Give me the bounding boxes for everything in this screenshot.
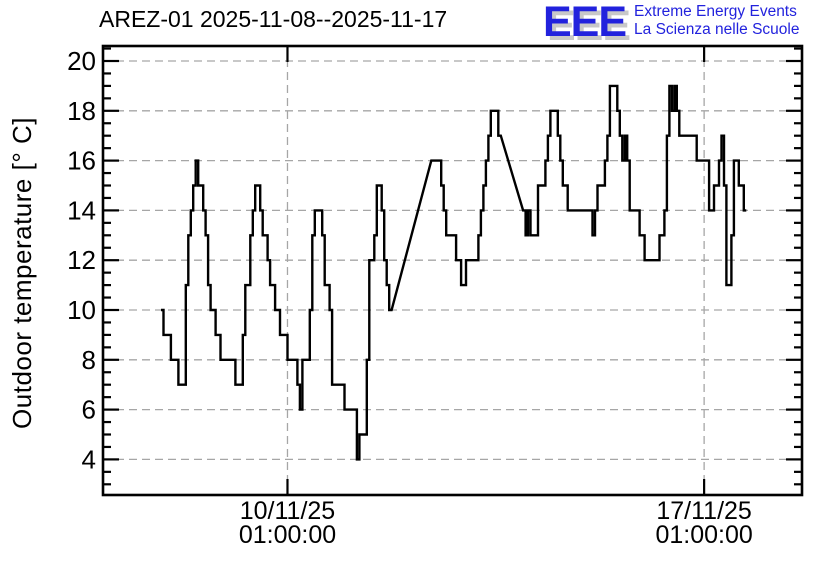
logo-tagline-1: Extreme Energy Events (634, 3, 797, 20)
y-tick-labels: 4 6 8 10 12 14 16 18 20 (67, 46, 96, 474)
plot-title: AREZ-01 2025-11-08--2025-11-17 (99, 6, 448, 32)
gridlines (103, 46, 802, 495)
eee-logo-taglines: Extreme Energy Events La Scienza nelle S… (634, 3, 799, 38)
y-tick-label: 6 (82, 395, 96, 425)
x-tick-label: 17/11/25 (656, 497, 751, 525)
y-tick-label: 12 (67, 245, 96, 275)
logo-tagline-2: La Scienza nelle Scuole (634, 20, 800, 38)
plot-frame (101, 44, 804, 497)
x-tick-label: 10/11/25 (240, 497, 335, 525)
temperature-series-line (161, 84, 747, 461)
y-tick-label: 14 (67, 195, 96, 225)
y-tick-label: 10 (67, 295, 96, 325)
x-tick-label: 01:00:00 (655, 521, 752, 549)
y-axis-title: Outdoor temperature [° C] (7, 117, 37, 429)
y-tick-label: 18 (67, 96, 96, 126)
axis-ticks (103, 46, 802, 495)
y-tick-label: 16 (67, 146, 96, 176)
y-tick-label: 4 (82, 444, 96, 474)
y-tick-label: 8 (82, 345, 96, 375)
y-tick-label: 20 (67, 46, 96, 76)
eee-logo: EEE Extreme Energy Events La Scienza nel… (543, 0, 800, 46)
eee-logo-text: EEE (543, 0, 627, 46)
x-tick-label: 01:00:00 (239, 521, 336, 549)
